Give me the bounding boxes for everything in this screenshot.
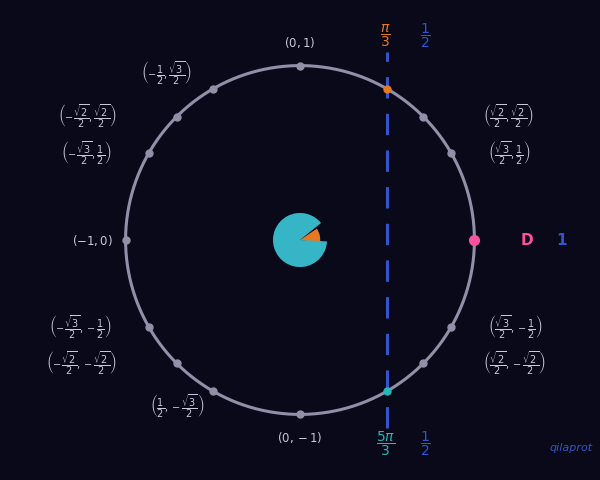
Text: $\dfrac{1}{2}$: $\dfrac{1}{2}$: [420, 430, 431, 458]
Text: $(0, -1)$: $(0, -1)$: [277, 430, 323, 445]
Text: qilaprot: qilaprot: [550, 443, 593, 453]
Text: $\dfrac{1}{2}$: $\dfrac{1}{2}$: [420, 22, 431, 50]
Text: $\left(-\dfrac{\sqrt{2}}{2},\dfrac{\sqrt{2}}{2}\right)$: $\left(-\dfrac{\sqrt{2}}{2},\dfrac{\sqrt…: [58, 103, 117, 131]
Text: $\left(-\dfrac{1}{2},\dfrac{\sqrt{3}}{2}\right)$: $\left(-\dfrac{1}{2},\dfrac{\sqrt{3}}{2}…: [142, 60, 192, 87]
Text: $\left(-\dfrac{\sqrt{2}}{2},-\dfrac{\sqrt{2}}{2}\right)$: $\left(-\dfrac{\sqrt{2}}{2},-\dfrac{\sqr…: [46, 349, 117, 377]
Text: $\left(\dfrac{1}{2},-\dfrac{\sqrt{3}}{2}\right)$: $\left(\dfrac{1}{2},-\dfrac{\sqrt{3}}{2}…: [150, 393, 204, 420]
Wedge shape: [300, 228, 320, 243]
Text: $\left(\dfrac{\sqrt{3}}{2},\dfrac{1}{2}\right)$: $\left(\dfrac{\sqrt{3}}{2},\dfrac{1}{2}\…: [488, 139, 530, 167]
Text: $\left(\dfrac{\sqrt{2}}{2},\dfrac{\sqrt{2}}{2}\right)$: $\left(\dfrac{\sqrt{2}}{2},\dfrac{\sqrt{…: [483, 103, 534, 131]
Text: $(0, 1)$: $(0, 1)$: [284, 35, 316, 50]
Text: $\left(-\dfrac{\sqrt{3}}{2},-\dfrac{1}{2}\right)$: $\left(-\dfrac{\sqrt{3}}{2},-\dfrac{1}{2…: [49, 313, 112, 341]
Text: $\dfrac{\pi}{3}$: $\dfrac{\pi}{3}$: [380, 23, 391, 49]
Text: 1: 1: [556, 232, 567, 248]
Text: $(-1, 0)$: $(-1, 0)$: [73, 232, 113, 248]
Text: $\left(-\dfrac{\sqrt{3}}{2},\dfrac{1}{2}\right)$: $\left(-\dfrac{\sqrt{3}}{2},\dfrac{1}{2}…: [61, 139, 112, 167]
Wedge shape: [273, 213, 327, 267]
Text: $\left(\dfrac{\sqrt{3}}{2},-\dfrac{1}{2}\right)$: $\left(\dfrac{\sqrt{3}}{2},-\dfrac{1}{2}…: [488, 313, 542, 341]
Text: $\dfrac{5\pi}{3}$: $\dfrac{5\pi}{3}$: [376, 430, 395, 458]
Text: $\left(\dfrac{\sqrt{2}}{2},-\dfrac{\sqrt{2}}{2}\right)$: $\left(\dfrac{\sqrt{2}}{2},-\dfrac{\sqrt…: [483, 349, 546, 377]
Text: D: D: [520, 232, 533, 248]
